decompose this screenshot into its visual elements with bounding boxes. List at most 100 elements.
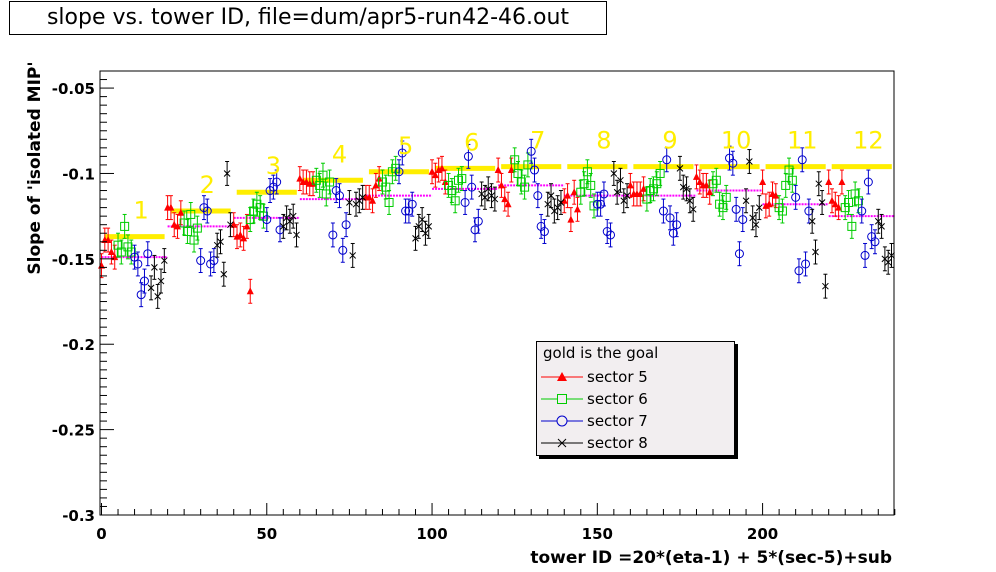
data-point	[520, 182, 530, 192]
data-point	[787, 175, 797, 185]
data-point-stroke	[283, 214, 290, 222]
data-point	[139, 276, 149, 286]
data-point-stroke	[679, 183, 687, 191]
data-point	[602, 227, 612, 237]
data-point	[196, 256, 206, 266]
data-point	[394, 167, 404, 177]
eta-label: 6	[464, 128, 479, 156]
y-tick-label: -0.1	[62, 165, 95, 183]
data-point	[731, 204, 741, 214]
data-point	[725, 153, 735, 163]
data-point	[199, 203, 209, 213]
data-point-stroke	[415, 223, 423, 230]
data-point	[384, 197, 394, 207]
data-point	[217, 238, 224, 246]
data-point-stroke	[147, 284, 155, 292]
data-point-stroke	[742, 197, 750, 205]
data-point	[160, 257, 168, 264]
data-point-stroke	[544, 200, 552, 208]
data-point	[582, 167, 592, 177]
data-point	[530, 165, 540, 175]
data-point	[623, 192, 631, 200]
data-point	[510, 155, 520, 165]
x-tick-label: 0	[96, 525, 106, 543]
legend-label: sector 5	[587, 368, 648, 386]
data-point	[844, 197, 854, 207]
data-point	[331, 186, 341, 196]
series-sector-6	[113, 147, 863, 265]
data-point	[715, 199, 725, 209]
data-point-stroke	[425, 223, 433, 230]
data-point	[236, 230, 244, 238]
eta-label: 7	[530, 127, 545, 155]
data-point	[649, 184, 659, 194]
data-point	[560, 196, 568, 204]
data-point	[513, 168, 523, 178]
data-point	[401, 206, 411, 216]
data-point	[206, 259, 216, 269]
data-point-stroke	[746, 158, 753, 165]
data-point	[539, 227, 549, 237]
data-point	[683, 185, 690, 193]
y-tick-label: -0.3	[62, 507, 95, 525]
data-point-stroke	[220, 270, 228, 278]
data-point	[167, 203, 175, 211]
data-point	[177, 208, 185, 216]
data-point	[617, 176, 624, 184]
legend-entry-sector-8: sector 8	[537, 432, 734, 454]
data-point	[286, 217, 294, 225]
data-point-stroke	[686, 197, 694, 205]
data-point	[564, 191, 572, 199]
data-point	[728, 158, 738, 168]
data-point	[272, 177, 282, 187]
data-point-stroke	[227, 221, 234, 229]
data-point	[372, 181, 380, 189]
data-point	[143, 249, 153, 259]
data-point-stroke	[557, 199, 565, 206]
data-point	[334, 191, 344, 201]
data-point-stroke	[293, 231, 300, 239]
data-point	[878, 223, 885, 230]
data-point	[547, 192, 555, 200]
data-point	[774, 203, 784, 213]
eta-label: 10	[721, 127, 752, 155]
data-point-stroke	[481, 194, 489, 201]
eta-label: 2	[200, 171, 215, 199]
data-point	[289, 212, 297, 220]
data-point-stroke	[755, 204, 763, 211]
data-point	[686, 197, 694, 205]
chart-title: slope vs. tower ID, file=dum/apr5-run42-…	[9, 1, 607, 35]
data-point	[315, 180, 325, 190]
data-point	[338, 245, 348, 255]
data-point	[840, 203, 850, 213]
data-point	[850, 189, 860, 199]
data-point	[791, 192, 801, 202]
data-point-stroke	[881, 255, 889, 263]
data-point	[365, 193, 373, 201]
data-point-stroke	[676, 164, 684, 172]
data-point	[721, 192, 731, 202]
data-point	[136, 290, 146, 300]
data-point	[275, 225, 285, 235]
data-point	[447, 186, 457, 196]
data-point-stroke	[617, 176, 624, 184]
data-point	[749, 214, 757, 222]
data-point-stroke	[154, 293, 162, 300]
legend-marker-square-icon	[541, 394, 583, 404]
data-point	[706, 188, 714, 196]
data-point	[422, 229, 429, 237]
data-point	[777, 206, 787, 216]
y-axis-label: Slope of 'isolated MIP'	[25, 61, 45, 275]
data-point	[804, 206, 814, 216]
data-point-stroke	[815, 180, 823, 188]
data-point-stroke	[613, 188, 621, 196]
legend-marker-x-icon	[541, 438, 583, 448]
data-point	[391, 163, 401, 173]
eta-label: 11	[787, 127, 818, 155]
data-point	[113, 240, 123, 250]
data-point	[349, 252, 357, 259]
data-point	[794, 266, 804, 276]
data-point	[444, 180, 454, 190]
data-point	[536, 221, 546, 231]
data-point	[265, 186, 275, 196]
